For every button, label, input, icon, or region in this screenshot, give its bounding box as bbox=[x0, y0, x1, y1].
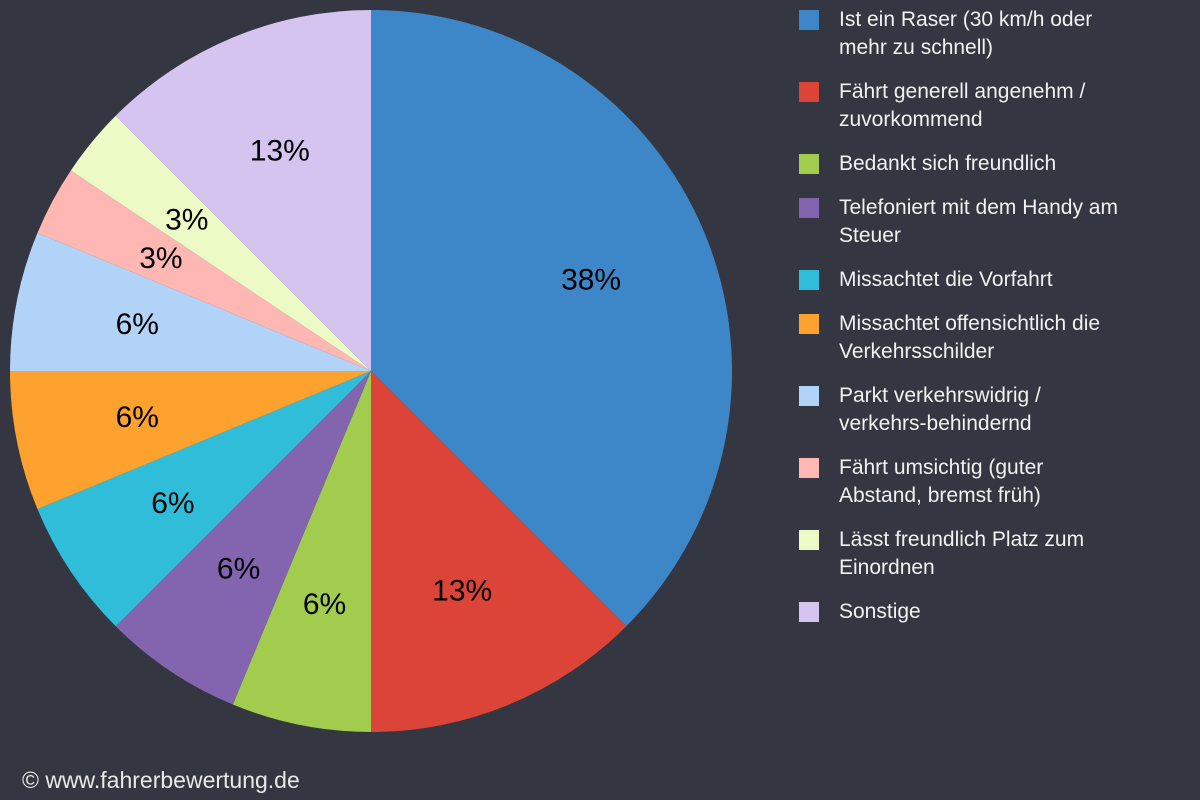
legend-swatch-icon bbox=[799, 270, 819, 290]
pie-slice-percent-label-4: 6% bbox=[151, 487, 194, 520]
pie-slice-1 bbox=[371, 371, 627, 732]
pie-slice-5 bbox=[10, 371, 371, 510]
pie-slice-percent-label-9: 13% bbox=[250, 134, 310, 167]
legend-item-4: Missachtet die Vorfahrt bbox=[799, 266, 1191, 294]
legend-swatch-icon bbox=[799, 458, 819, 478]
pie-slice-3 bbox=[115, 371, 371, 705]
legend-label: Parkt verkehrswidrig / verkehrs-behinder… bbox=[839, 384, 1041, 435]
legend-label: Lässt freundlich Platz zum Einordnen bbox=[839, 528, 1085, 579]
legend-swatch-icon bbox=[799, 82, 819, 102]
pie-slice-8 bbox=[70, 115, 371, 371]
legend-label: Fährt generell angenehm / zuvorkommend bbox=[839, 80, 1086, 131]
legend-label: Telefoniert mit dem Handy am Steuer bbox=[839, 196, 1118, 247]
pie-slice-percent-label-1: 13% bbox=[432, 575, 492, 608]
pie-slice-percent-label-2: 6% bbox=[303, 588, 346, 621]
legend-item-8: Lässt freundlich Platz zum Einordnen bbox=[799, 526, 1191, 582]
legend-swatch-icon bbox=[799, 154, 819, 174]
legend-item-9: Sonstige bbox=[799, 598, 1191, 626]
legend-item-1: Fährt generell angenehm / zuvorkommend bbox=[799, 78, 1191, 134]
legend-label: Fährt umsichtig (guter Abstand, bremst f… bbox=[839, 456, 1044, 507]
legend: Ist ein Raser (30 km/h oder mehr zu schn… bbox=[799, 6, 1191, 626]
pie-slice-percent-label-3: 6% bbox=[217, 553, 260, 586]
legend-label: Ist ein Raser (30 km/h oder mehr zu schn… bbox=[839, 8, 1093, 59]
pie-slice-6 bbox=[10, 232, 371, 371]
legend-item-6: Parkt verkehrswidrig / verkehrs-behinder… bbox=[799, 382, 1191, 438]
pie-slice-percent-label-7: 3% bbox=[139, 242, 182, 275]
pie-slice-7 bbox=[37, 170, 371, 371]
pie-slice-9 bbox=[115, 10, 371, 371]
legend-swatch-icon bbox=[799, 314, 819, 334]
legend-swatch-icon bbox=[799, 198, 819, 218]
pie-slice-percent-label-8: 3% bbox=[165, 203, 208, 236]
pie-slice-percent-label-5: 6% bbox=[116, 401, 159, 434]
legend-item-2: Bedankt sich freundlich bbox=[799, 150, 1191, 178]
pie-slice-4 bbox=[37, 371, 371, 627]
legend-swatch-icon bbox=[799, 530, 819, 550]
pie-chart: 38% 13% 6% 6% 6% 6% 6% 3% 3% 13% bbox=[10, 10, 732, 732]
pie-slice-2 bbox=[232, 371, 371, 732]
legend-swatch-icon bbox=[799, 386, 819, 406]
pie-slice-percent-label-6: 6% bbox=[116, 308, 159, 341]
watermark-text: © www.fahrerbewertung.de bbox=[22, 767, 300, 793]
legend-item-7: Fährt umsichtig (guter Abstand, bremst f… bbox=[799, 454, 1191, 510]
legend-label: Missachtet offensichtlich die Verkehrssc… bbox=[839, 312, 1101, 363]
legend-item-5: Missachtet offensichtlich die Verkehrssc… bbox=[799, 310, 1191, 366]
legend-label: Missachtet die Vorfahrt bbox=[839, 268, 1053, 291]
legend-swatch-icon bbox=[799, 10, 819, 30]
legend-item-0: Ist ein Raser (30 km/h oder mehr zu schn… bbox=[799, 6, 1191, 62]
legend-swatch-icon bbox=[799, 602, 819, 622]
legend-label: Bedankt sich freundlich bbox=[839, 152, 1057, 175]
pie-slice-percent-label-0: 38% bbox=[561, 263, 621, 296]
legend-label: Sonstige bbox=[839, 600, 921, 623]
pie-slice-0 bbox=[371, 10, 732, 627]
legend-item-3: Telefoniert mit dem Handy am Steuer bbox=[799, 194, 1191, 250]
